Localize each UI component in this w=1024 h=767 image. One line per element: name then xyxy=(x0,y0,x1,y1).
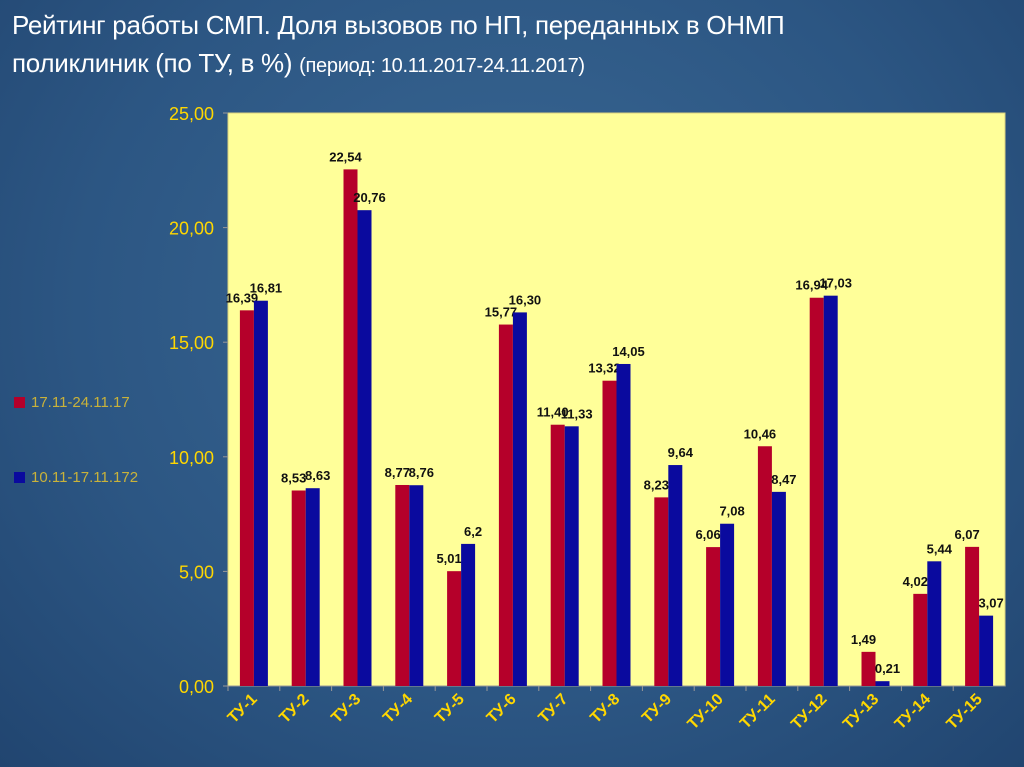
data-label: 9,64 xyxy=(668,445,694,460)
bar-series1 xyxy=(343,169,358,687)
bar-series1 xyxy=(706,547,721,686)
bar-series2 xyxy=(616,363,631,686)
data-label: 16,30 xyxy=(509,292,542,307)
data-label: 7,08 xyxy=(719,504,744,519)
y-tick-label: 0,00 xyxy=(179,677,214,697)
data-label: 20,76 xyxy=(353,190,386,205)
bar-series1 xyxy=(239,310,254,686)
data-label: 8,23 xyxy=(644,477,669,492)
data-label: 5,01 xyxy=(436,551,461,566)
data-label: 13,32 xyxy=(588,361,621,376)
bar-series2 xyxy=(409,485,424,686)
title-period: (период: 10.11.2017-24.11.2017) xyxy=(299,55,585,77)
bar-series1 xyxy=(861,651,876,686)
data-label: 11,40 xyxy=(537,405,569,420)
bar-series2 xyxy=(564,426,579,686)
data-label: 11,33 xyxy=(561,406,593,421)
bar-series1 xyxy=(913,593,928,686)
bar-series2 xyxy=(927,561,942,686)
bar-series2 xyxy=(253,300,268,686)
bar-series1 xyxy=(809,297,824,686)
legend-label-series2: 10.11-17.11.172 xyxy=(31,469,139,486)
bar-series2 xyxy=(668,465,683,686)
bar-series2 xyxy=(461,543,476,686)
x-tick-label: ТУ-15 xyxy=(944,691,986,733)
y-tick-label: 20,00 xyxy=(169,219,214,239)
bar-series2 xyxy=(720,523,735,686)
x-tick-label: ТУ-6 xyxy=(484,691,520,727)
x-tick-label: ТУ-8 xyxy=(587,691,623,727)
bar-series1 xyxy=(395,484,410,686)
x-tick-label: ТУ-4 xyxy=(380,691,416,727)
chart-title: Рейтинг работы СМП. Доля вызовов по НП, … xyxy=(12,6,1012,85)
y-tick-label: 15,00 xyxy=(169,333,214,353)
data-label: 0,21 xyxy=(875,661,900,676)
x-tick-label: ТУ-13 xyxy=(840,691,882,733)
x-tick-label: ТУ-5 xyxy=(432,691,468,727)
y-tick-label: 25,00 xyxy=(169,104,214,124)
bar-series1 xyxy=(602,380,617,686)
legend-label-series1: 17.11-24.11.17 xyxy=(31,394,130,411)
bar-series1 xyxy=(498,324,513,686)
legend-item-series1: 17.11-24.11.17 xyxy=(14,394,130,411)
data-label: 14,05 xyxy=(612,344,645,359)
x-tick-label: ТУ-10 xyxy=(685,691,727,733)
bar-series1 xyxy=(550,424,565,686)
data-label: 8,53 xyxy=(281,470,306,485)
data-label: 10,46 xyxy=(744,426,777,441)
bar-series2 xyxy=(305,488,320,686)
x-tick-label: ТУ-12 xyxy=(788,691,830,733)
data-label: 6,06 xyxy=(695,527,720,542)
data-label: 8,63 xyxy=(305,468,330,483)
data-label: 17,03 xyxy=(819,276,852,291)
data-label: 6,07 xyxy=(954,527,979,542)
bar-series2 xyxy=(512,312,527,686)
x-tick-label: ТУ-3 xyxy=(328,691,364,727)
x-tick-label: ТУ-14 xyxy=(892,691,934,733)
data-label: 1,49 xyxy=(851,632,876,647)
bar-series2 xyxy=(875,681,890,686)
bar-series1 xyxy=(447,571,462,686)
bar-series1 xyxy=(654,497,669,686)
legend-swatch-series1 xyxy=(14,397,25,408)
bar-series2 xyxy=(823,295,838,686)
data-label: 8,77 xyxy=(385,465,410,480)
bar-series2 xyxy=(771,491,786,686)
bar-series2 xyxy=(357,210,372,687)
x-tick-label: ТУ-2 xyxy=(276,691,312,727)
legend-swatch-series2 xyxy=(14,472,25,483)
data-label: 8,76 xyxy=(409,465,434,480)
bar-series1 xyxy=(757,446,772,686)
title-line-2: поликлиник (по ТУ, в %) xyxy=(12,48,293,78)
data-label: 6,2 xyxy=(464,524,482,539)
legend-item-series2: 10.11-17.11.172 xyxy=(14,469,138,486)
x-tick-label: ТУ-1 xyxy=(225,691,261,727)
x-tick-label: ТУ-11 xyxy=(737,691,779,733)
bar-series1 xyxy=(965,546,980,686)
data-label: 16,94 xyxy=(795,278,828,293)
y-tick-label: 5,00 xyxy=(179,562,214,582)
data-label: 15,77 xyxy=(485,305,518,320)
data-label: 4,02 xyxy=(903,574,928,589)
data-label: 3,07 xyxy=(978,596,1003,611)
data-label: 16,39 xyxy=(226,290,259,305)
data-label: 5,44 xyxy=(927,541,953,556)
title-line-1: Рейтинг работы СМП. Доля вызовов по НП, … xyxy=(12,10,785,40)
y-tick-label: 10,00 xyxy=(169,448,214,468)
bar-series1 xyxy=(291,490,306,686)
data-label: 16,81 xyxy=(250,281,283,296)
data-label: 22,54 xyxy=(329,149,362,164)
data-label: 8,47 xyxy=(771,472,796,487)
x-tick-label: ТУ-9 xyxy=(639,691,675,727)
x-tick-label: ТУ-7 xyxy=(535,691,571,727)
bar-series2 xyxy=(979,615,994,686)
